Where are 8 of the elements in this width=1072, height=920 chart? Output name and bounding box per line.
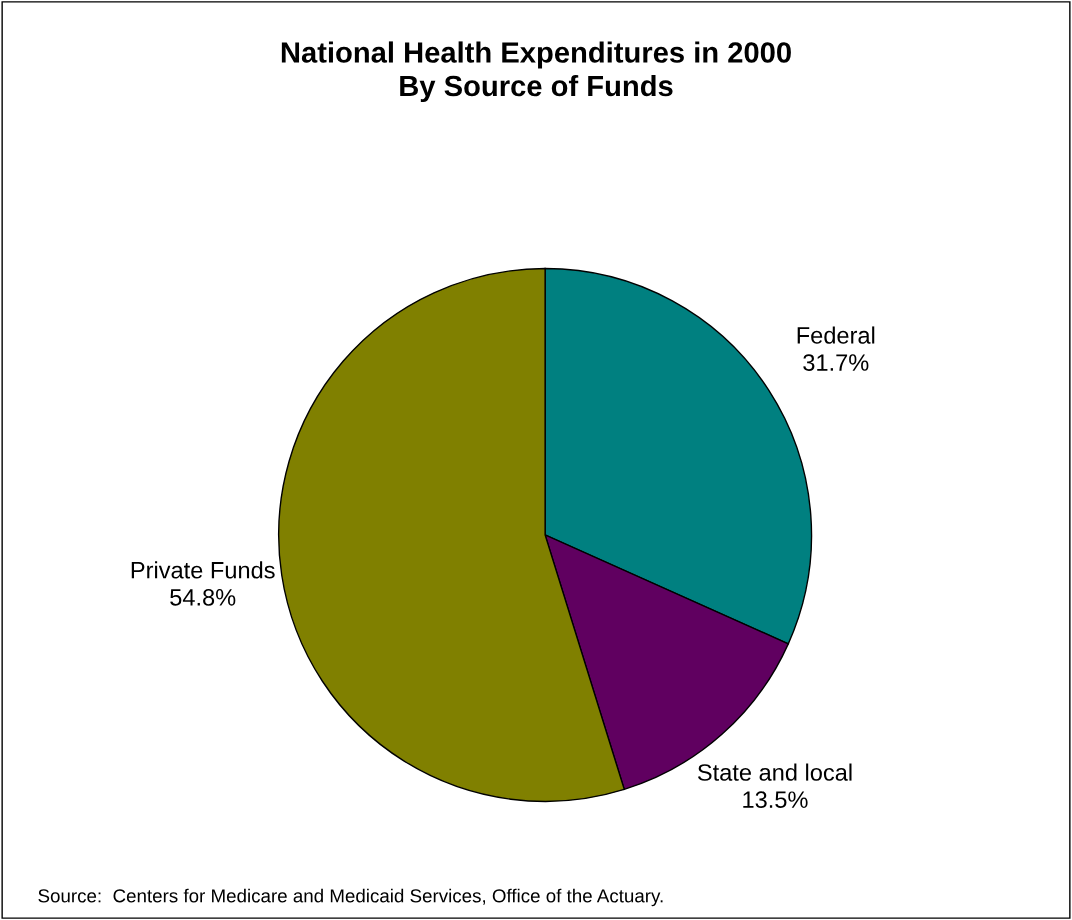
slice-label: State and local [697, 763, 852, 781]
slice-label: Private Funds [131, 561, 275, 579]
data-label: 13.5% [743, 791, 808, 808]
slice-label: Federal [797, 326, 875, 344]
chart-title: National Health Expenditures in 2000 By Source of Funds [281, 41, 791, 103]
data-label: 54.8% [170, 589, 236, 606]
source-note: Source: Centers for Medicare and Medicaid Services, Office of the Actuary. [38, 888, 663, 907]
data-label: 31.7% [803, 354, 869, 371]
